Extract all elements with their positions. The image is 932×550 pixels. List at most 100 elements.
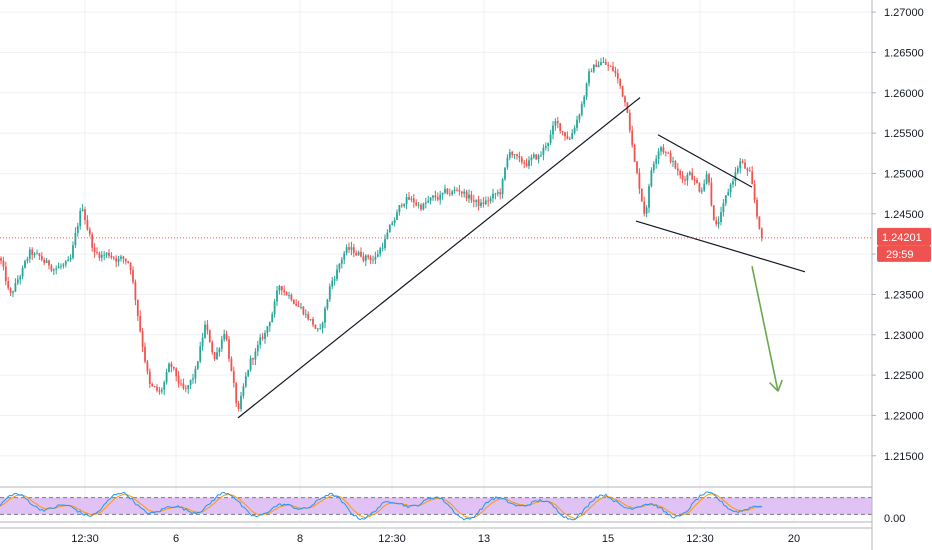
candle-body [578,114,581,120]
candle-body [223,334,226,340]
candle-body [482,202,485,204]
candle-body [345,247,348,254]
candle-body [480,202,482,207]
candle-body [638,172,641,189]
oscillator-k-line [0,491,763,521]
candle-body [369,257,372,261]
candle-body [540,154,542,156]
candle-body [360,252,362,257]
candle-body [436,197,439,200]
candle-body [136,299,139,316]
candle-body [259,337,262,345]
candle-body [664,152,667,154]
candle-body [568,138,571,140]
wedge-upper-line [657,134,753,188]
candle-body [384,239,386,248]
candle-body [741,161,744,163]
candle-body [489,198,492,202]
candle-body [220,339,223,349]
candle-body [127,261,130,263]
candle-body [446,188,449,194]
uptrend-line [237,97,641,419]
candle-body [364,255,367,261]
candle-body [141,331,144,347]
candle-body [604,62,607,65]
candle-body [264,332,266,339]
candle-body [62,264,65,266]
candle-body [91,234,94,248]
candle-body [381,247,384,249]
price-tick-label: 1.27000 [884,7,924,19]
candle-body [523,162,526,164]
time-tick-label: 12:30 [378,533,406,545]
candle-body [196,361,199,369]
price-tick-label: 1.21500 [884,451,924,463]
candle-body [374,256,377,260]
candle-body [532,154,535,158]
candle-body [225,334,228,340]
time-tick-label: 15 [602,533,614,545]
candle-body [400,205,403,206]
candle-body [36,253,38,255]
candle-body [194,368,197,379]
candle-body [216,352,218,360]
candle-body [710,182,713,206]
candle-body [516,154,518,157]
candle-body [379,248,382,255]
price-tick-label: 1.26000 [884,88,924,100]
candle-body [45,260,48,263]
candle-body [367,255,370,258]
candle-body [237,403,240,409]
projection-arrow-shaft [751,266,779,392]
candle-body [674,161,677,169]
candle-body [756,199,758,217]
price-tick-label: 1.25000 [884,168,924,180]
candle-body [122,256,125,259]
candle-body [724,195,727,204]
candle-body [501,179,504,195]
candle-body [696,179,698,184]
candle-body [21,267,24,277]
candles [0,57,763,412]
candle-body [460,191,463,194]
candle-body [184,388,187,390]
candle-body [319,328,322,330]
candle-body [487,200,490,202]
candle-body [19,276,22,280]
candle-body [448,193,451,195]
candle-body [583,96,586,105]
candle-body [484,200,487,204]
candle-body [415,202,418,206]
candle-body [499,192,502,195]
candle-body [720,212,722,223]
candle-body [444,188,446,193]
candle-body [52,269,55,271]
candle-body [139,315,142,332]
candle-body [494,193,497,195]
candle-body [160,389,163,392]
candle-body [316,328,319,330]
candle-body [388,225,391,233]
candle-body [153,386,156,387]
candle-body [760,228,763,238]
wedge-lower-line [635,220,806,273]
candle-body [31,249,34,255]
candle-body [280,286,283,291]
candle-body [420,204,422,210]
candle-body [120,256,122,259]
candle-body [573,127,576,134]
candle-body [537,155,540,160]
candle-body [612,66,614,71]
price-tick-label: 1.24500 [884,209,924,221]
candle-body [340,259,343,264]
candle-body [252,358,254,360]
candle-body [595,64,598,68]
candle-body [115,258,118,262]
candle-body [468,194,470,199]
candle-body [607,64,610,67]
candle-body [285,292,288,296]
candle-body [657,151,660,159]
candle-body [705,174,708,184]
candle-body [751,171,754,184]
